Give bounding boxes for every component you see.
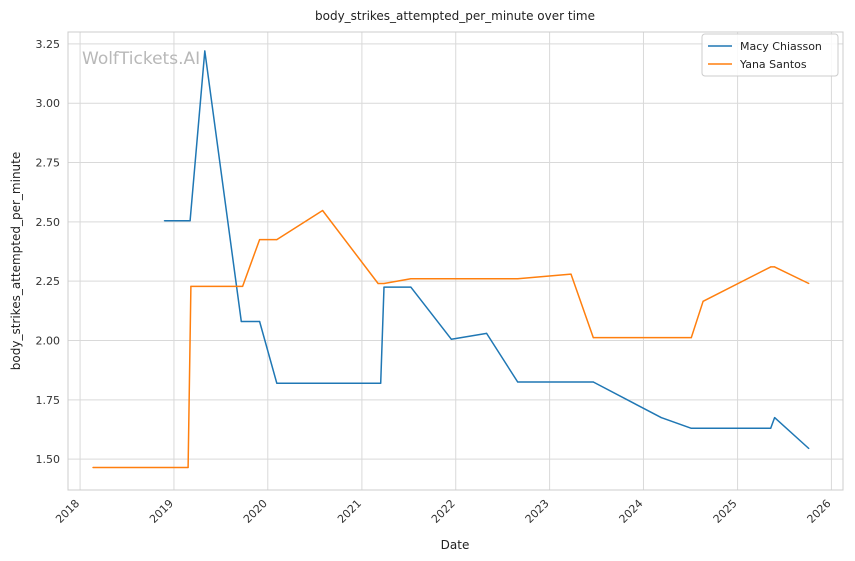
y-tick-label: 2.00	[36, 334, 61, 347]
data-point-yana-santos	[774, 266, 776, 268]
data-point-yana-santos	[187, 466, 189, 469]
data-point-macy-chiasson	[410, 286, 412, 288]
data-point-yana-santos	[377, 282, 379, 285]
data-point-macy-chiasson	[276, 382, 278, 384]
data-point-yana-santos	[190, 285, 192, 287]
series-line-yana-santos	[92, 209, 810, 469]
y-tick-label: 2.75	[36, 157, 61, 170]
y-tick-label: 1.50	[36, 453, 61, 466]
data-point-yana-santos	[259, 239, 261, 241]
data-point-macy-chiasson	[163, 220, 165, 222]
y-tick-label: 3.25	[36, 38, 61, 51]
data-point-yana-santos	[410, 278, 412, 280]
data-point-macy-chiasson	[450, 338, 452, 340]
data-point-yana-santos	[517, 278, 519, 280]
data-point-macy-chiasson	[189, 220, 191, 222]
data-point-macy-chiasson	[774, 417, 776, 419]
data-point-macy-chiasson	[259, 320, 261, 323]
y-tick-label: 3.00	[36, 97, 61, 110]
data-point-macy-chiasson	[808, 447, 810, 450]
data-point-macy-chiasson	[383, 286, 385, 288]
grid-lines	[68, 32, 843, 490]
legend-box	[701, 33, 839, 77]
x-axis-label: Date	[441, 538, 470, 552]
data-point-yana-santos	[92, 466, 94, 469]
data-point-yana-santos	[690, 337, 692, 339]
data-point-macy-chiasson	[240, 320, 242, 323]
data-point-macy-chiasson	[517, 381, 519, 383]
data-point-macy-chiasson	[690, 427, 692, 429]
data-point-yana-santos	[276, 239, 278, 241]
data-point-yana-santos	[242, 285, 244, 287]
y-tick-label: 2.50	[36, 216, 61, 229]
y-tick-label: 2.25	[36, 275, 61, 288]
data-point-yana-santos	[322, 209, 324, 212]
series-line-macy-chiasson	[164, 50, 810, 450]
data-point-macy-chiasson	[380, 382, 382, 384]
data-point-yana-santos	[770, 266, 772, 268]
data-point-yana-santos	[592, 337, 594, 339]
data-point-yana-santos	[702, 300, 704, 302]
chart-title: body_strikes_attempted_per_minute over t…	[315, 9, 595, 23]
legend: Macy Chiasson Yana Santos	[701, 33, 839, 77]
data-point-yana-santos	[383, 282, 385, 285]
data-point-macy-chiasson	[204, 50, 206, 52]
legend-label-macy-chiasson: Macy Chiasson	[740, 40, 822, 53]
plot-frame	[67, 31, 844, 491]
data-point-yana-santos	[570, 273, 572, 275]
y-axis-label: body_strikes_attempted_per_minute	[9, 152, 23, 370]
data-point-macy-chiasson	[486, 332, 488, 334]
data-point-macy-chiasson	[770, 427, 772, 429]
data-point-macy-chiasson	[660, 417, 662, 419]
data-point-yana-santos	[808, 282, 810, 285]
data-point-macy-chiasson	[592, 381, 594, 383]
legend-label-yana-santos: Yana Santos	[739, 58, 807, 71]
y-tick-label: 1.75	[36, 394, 61, 407]
series-lines	[92, 50, 810, 469]
watermark: WolfTickets.AI	[82, 49, 200, 69]
